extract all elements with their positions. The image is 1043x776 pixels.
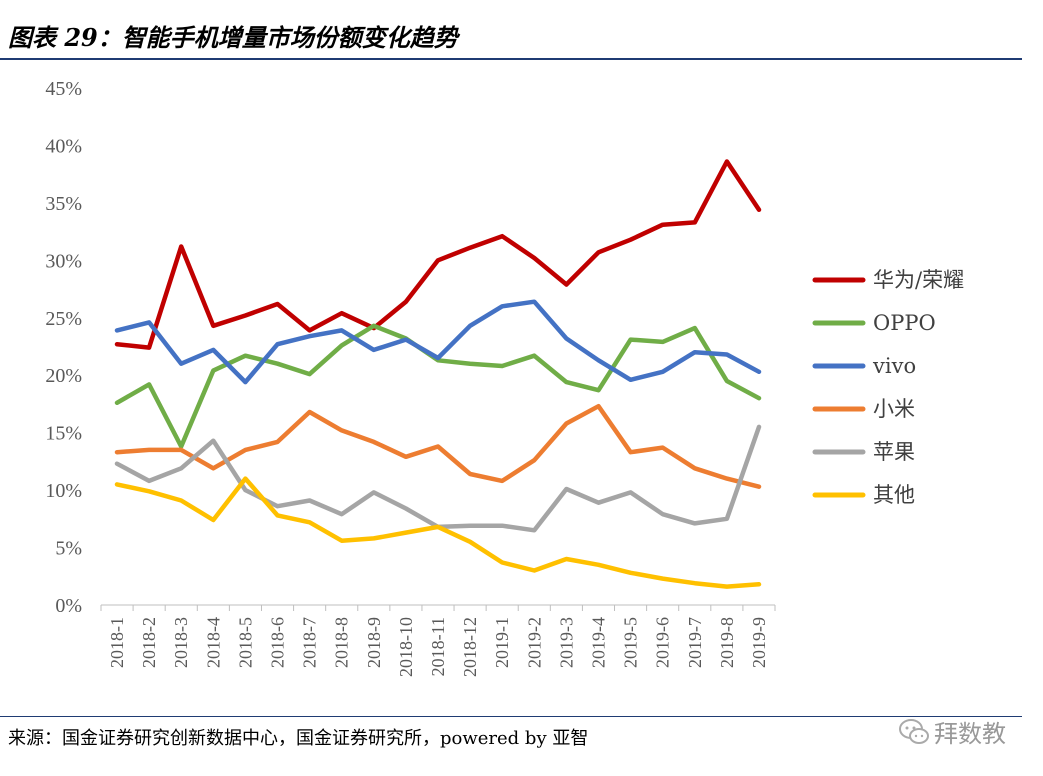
watermark-text: 拜数教 bbox=[934, 720, 1006, 748]
x-tick-label: 2019-3 bbox=[556, 617, 576, 668]
x-tick-label: 2019-4 bbox=[588, 617, 608, 668]
x-tick-label: 2018-11 bbox=[428, 617, 448, 676]
x-tick-label: 2018-1 bbox=[107, 617, 127, 668]
x-tick-label: 2018-8 bbox=[332, 617, 352, 668]
legend-label: vivo bbox=[872, 354, 916, 378]
title-divider bbox=[0, 58, 1022, 60]
line-chart: 0% 5% 10% 15% 20% 25% 30% 35% 40% 45% 2018-1 2018-2… bbox=[45, 78, 964, 677]
x-tick-label: 2018-12 bbox=[460, 617, 480, 677]
series-line bbox=[114, 403, 762, 489]
x-tick-label: 2019-6 bbox=[653, 617, 673, 668]
footer-divider bbox=[0, 716, 1022, 717]
legend-label: OPPO bbox=[873, 311, 936, 335]
legend-label: 小米 bbox=[873, 397, 915, 421]
y-tick-label: 35% bbox=[45, 193, 82, 215]
series-line bbox=[114, 323, 762, 449]
series-line bbox=[114, 424, 762, 533]
legend-label: 华为/荣耀 bbox=[873, 268, 964, 292]
watermark: 拜数教 bbox=[898, 712, 1028, 754]
legend-label: 苹果 bbox=[873, 440, 915, 464]
x-tick-label: 2018-10 bbox=[396, 617, 416, 677]
x-tick-label: 2018-4 bbox=[203, 617, 223, 668]
y-tick-label: 10% bbox=[45, 480, 82, 502]
legend-label: 其他 bbox=[873, 483, 915, 507]
title-bar: 图表 29：智能手机增量市场份额变化趋势 bbox=[0, 0, 1043, 60]
x-tick-label: 2019-7 bbox=[685, 617, 705, 668]
series-line bbox=[114, 476, 762, 589]
source-note: 来源：国金证券研究创新数据中心，国金证券研究所，powered by 亚智 bbox=[8, 728, 589, 749]
y-tick-label: 40% bbox=[45, 135, 82, 157]
series-line bbox=[114, 159, 762, 350]
y-tick-label: 0% bbox=[55, 595, 82, 617]
y-tick-label: 30% bbox=[45, 250, 82, 272]
x-tick-label: 2018-6 bbox=[268, 617, 288, 668]
x-tick-label: 2018-5 bbox=[235, 617, 255, 668]
wechat-icon bbox=[899, 719, 929, 744]
series-line bbox=[114, 299, 762, 385]
x-tick-label: 2018-7 bbox=[300, 617, 320, 668]
y-tick-label: 5% bbox=[55, 538, 82, 560]
y-tick-label: 15% bbox=[45, 423, 82, 445]
x-tick-label: 2019-5 bbox=[621, 617, 641, 668]
x-tick-label: 2019-2 bbox=[524, 617, 544, 668]
y-tick-label: 45% bbox=[45, 78, 82, 100]
y-tick-label: 20% bbox=[45, 365, 82, 387]
x-tick-label: 2018-9 bbox=[364, 617, 384, 668]
x-tick-label: 2018-3 bbox=[171, 617, 191, 668]
x-tick-label: 2018-2 bbox=[139, 617, 159, 668]
x-tick-label: 2019-1 bbox=[492, 617, 512, 668]
y-tick-label: 25% bbox=[45, 308, 82, 330]
x-tick-label: 2019-9 bbox=[749, 617, 769, 668]
x-tick-label: 2019-8 bbox=[717, 617, 737, 668]
page-title: 图表 29：智能手机增量市场份额变化趋势 bbox=[8, 23, 458, 52]
